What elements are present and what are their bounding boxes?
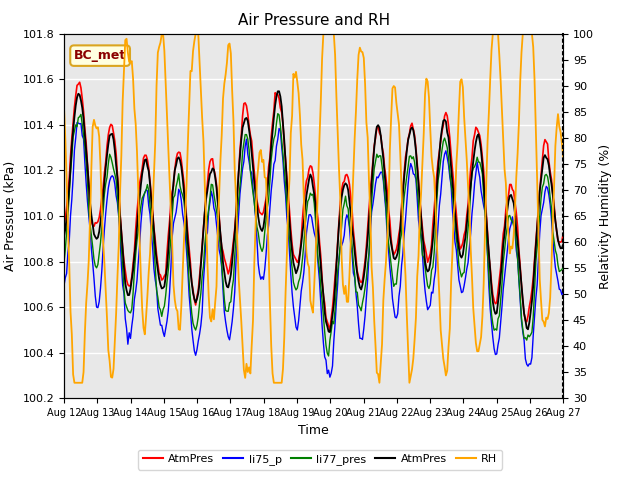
li77_pres	[558, 267, 566, 273]
X-axis label: Time: Time	[298, 424, 329, 437]
Legend: AtmPres, li75_p, li77_pres, AtmPres, RH: AtmPres, li75_p, li77_pres, AtmPres, RH	[138, 450, 502, 469]
AtmPres	[318, 275, 326, 281]
li75_p	[318, 322, 326, 328]
AtmPres	[559, 231, 567, 237]
Title: Air Pressure and RH: Air Pressure and RH	[237, 13, 390, 28]
li75_p	[326, 374, 333, 380]
RH	[558, 141, 566, 146]
AtmPres	[77, 97, 84, 103]
AtmPres	[493, 300, 500, 305]
AtmPres	[419, 225, 426, 231]
AtmPres	[318, 279, 326, 285]
li77_pres	[324, 353, 332, 359]
Line: li75_p: li75_p	[64, 122, 563, 377]
li77_pres	[60, 260, 68, 265]
AtmPres	[326, 329, 333, 335]
AtmPres	[493, 310, 500, 316]
RH	[94, 124, 102, 130]
li75_p	[558, 292, 566, 298]
AtmPres	[559, 241, 567, 247]
li77_pres	[493, 327, 500, 333]
li75_p	[79, 133, 86, 139]
li77_pres	[274, 111, 282, 117]
li77_pres	[77, 111, 84, 117]
AtmPres	[326, 327, 333, 333]
AtmPres	[558, 238, 566, 244]
AtmPres	[79, 96, 86, 102]
AtmPres	[419, 232, 426, 238]
RH	[319, 31, 327, 36]
RH	[79, 380, 86, 385]
li77_pres	[559, 264, 567, 270]
li75_p	[559, 289, 567, 295]
AtmPres	[76, 79, 83, 85]
AtmPres	[60, 233, 68, 239]
AtmPres	[93, 236, 100, 242]
Y-axis label: Relativity Humidity (%): Relativity Humidity (%)	[600, 144, 612, 288]
li75_p	[493, 351, 500, 357]
RH	[60, 105, 68, 110]
Line: li77_pres: li77_pres	[64, 114, 563, 356]
RH	[159, 31, 167, 36]
li75_p	[60, 283, 68, 288]
Text: BC_met: BC_met	[74, 49, 126, 62]
li77_pres	[419, 252, 426, 258]
RH	[70, 380, 78, 385]
li77_pres	[318, 297, 326, 303]
RH	[493, 31, 500, 36]
Line: AtmPres: AtmPres	[64, 91, 563, 332]
AtmPres	[60, 220, 68, 226]
Line: RH: RH	[64, 34, 563, 383]
li75_p	[94, 305, 102, 311]
RH	[559, 154, 567, 160]
AtmPres	[558, 245, 566, 251]
AtmPres	[94, 219, 102, 225]
li77_pres	[93, 265, 100, 271]
li75_p	[73, 120, 81, 125]
li75_p	[419, 251, 426, 257]
RH	[419, 159, 426, 165]
AtmPres	[275, 88, 283, 94]
Line: AtmPres: AtmPres	[64, 82, 563, 330]
Y-axis label: Air Pressure (kPa): Air Pressure (kPa)	[4, 161, 17, 271]
